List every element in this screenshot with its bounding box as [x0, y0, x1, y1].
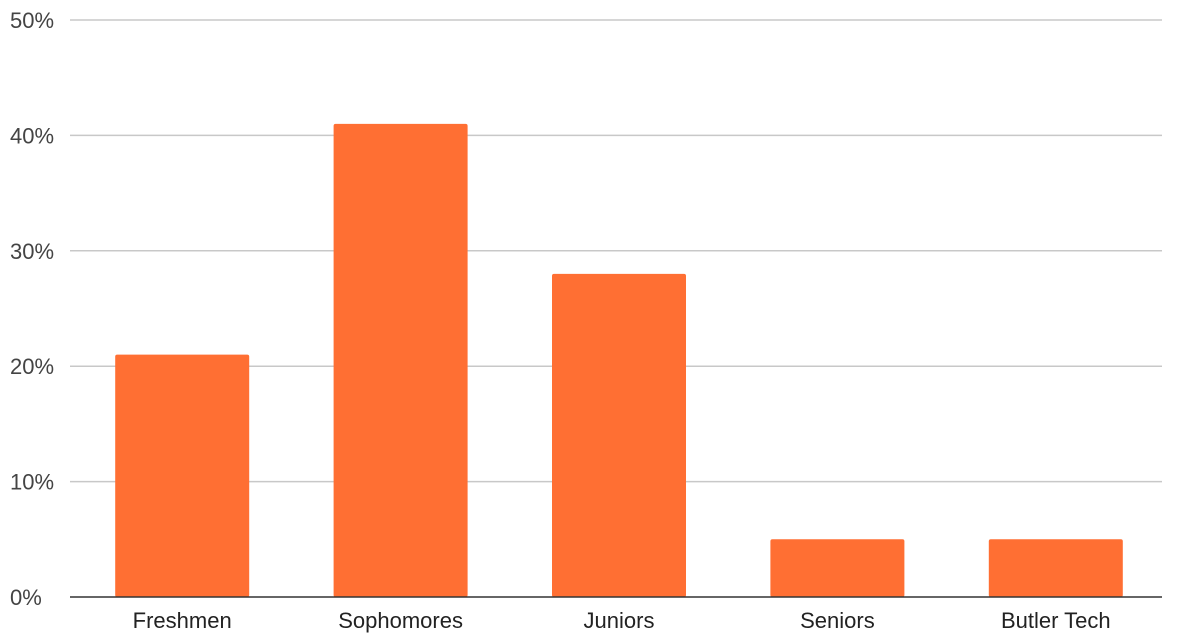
x-axis-categories: Freshmen Sophomores Juniors Seniors Butler T…	[133, 608, 1111, 633]
bar-sophomores	[333, 123, 468, 598]
y-tick-label: 10%	[10, 470, 54, 495]
x-category-label: Juniors	[584, 608, 655, 633]
bar-butler-tech	[988, 539, 1123, 597]
y-tick-label: 50%	[10, 8, 54, 33]
bar-seniors	[770, 539, 905, 597]
gridlines	[70, 19, 1162, 483]
x-category-label: Butler Tech	[1001, 608, 1111, 633]
bars	[115, 123, 1123, 598]
bar-juniors	[552, 273, 686, 597]
x-category-label: Freshmen	[133, 608, 232, 633]
y-tick-label: 30%	[10, 239, 54, 264]
x-category-label: Seniors	[800, 608, 875, 633]
x-category-label: Sophomores	[338, 608, 463, 633]
y-axis-ticks: 0% 10% 20% 30% 40% 50%	[10, 8, 54, 610]
y-tick-label: 40%	[10, 123, 54, 148]
bar-freshmen	[115, 354, 250, 597]
y-tick-label: 20%	[10, 354, 54, 379]
y-tick-label: 0%	[10, 585, 42, 610]
